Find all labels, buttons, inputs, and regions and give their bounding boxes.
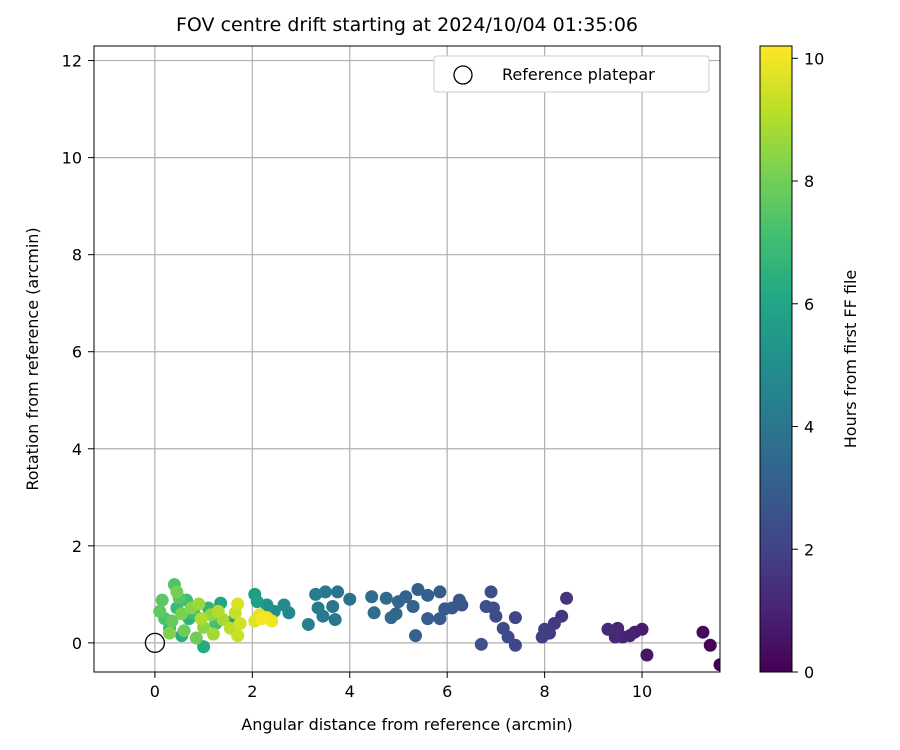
data-point — [343, 592, 357, 606]
colorbar-tick-label: 10 — [804, 49, 824, 68]
data-point — [367, 606, 381, 620]
data-point — [508, 611, 522, 625]
data-point — [250, 595, 264, 609]
data-point — [328, 613, 342, 627]
data-point — [197, 640, 211, 654]
x-tick-label: 6 — [442, 682, 452, 701]
data-point — [318, 585, 332, 599]
data-point — [391, 595, 405, 609]
plot-frame — [93, 45, 721, 673]
data-point — [484, 585, 498, 599]
data-point — [535, 630, 549, 644]
data-point — [194, 612, 208, 626]
data-point — [421, 612, 435, 626]
data-point — [479, 599, 493, 613]
data-point — [177, 624, 191, 638]
data-point — [175, 607, 189, 621]
x-axis-ticks: 0 2 4 6 8 10 — [150, 672, 652, 701]
data-point — [265, 614, 279, 628]
data-point — [331, 585, 345, 599]
data-point — [560, 591, 574, 605]
data-point — [206, 627, 220, 641]
data-point — [384, 611, 398, 625]
y-tick-label: 10 — [62, 149, 82, 168]
data-point — [301, 617, 315, 631]
x-tick-label: 0 — [150, 682, 160, 701]
y-tick-label: 12 — [62, 52, 82, 71]
data-point — [309, 587, 323, 601]
legend-marker-reference — [453, 65, 473, 85]
y-tick-label: 0 — [72, 634, 82, 653]
x-axis-label: Angular distance from reference (arcmin) — [241, 715, 572, 734]
data-point — [496, 621, 510, 635]
data-point — [411, 583, 425, 597]
data-point — [474, 637, 488, 651]
legend-frame — [433, 55, 710, 93]
data-point — [153, 604, 167, 618]
colorbar-tick-label: 2 — [804, 540, 814, 559]
data-point — [713, 658, 720, 672]
data-point — [211, 604, 225, 618]
data-point — [192, 597, 206, 611]
data-point — [409, 629, 423, 643]
data-point — [365, 590, 379, 604]
colorbar-tick-label: 4 — [804, 418, 814, 437]
x-tick-label: 2 — [247, 682, 257, 701]
data-point — [311, 601, 325, 615]
data-point — [170, 585, 184, 599]
colorbar-tick-label: 8 — [804, 172, 814, 191]
y-tick-label: 4 — [72, 440, 82, 459]
y-tick-label: 8 — [72, 246, 82, 265]
data-point — [640, 648, 654, 662]
data-point — [155, 593, 169, 607]
data-point — [233, 616, 247, 630]
data-point — [163, 626, 177, 640]
data-point — [421, 588, 435, 602]
data-point — [379, 591, 393, 605]
data-point — [326, 599, 340, 613]
data-point — [547, 616, 561, 630]
colorbar-tick-label: 0 — [804, 663, 814, 682]
colorbar-ticks: 0 2 4 6 8 10 — [792, 49, 824, 682]
colorbar-tick-label: 6 — [804, 295, 814, 314]
legend-label-reference: Reference platepar — [502, 65, 655, 84]
data-point — [433, 585, 447, 599]
x-tick-label: 10 — [632, 682, 652, 701]
data-point — [703, 638, 717, 652]
data-point — [231, 597, 245, 611]
reference-layer — [144, 632, 166, 654]
data-point — [433, 612, 447, 626]
reference-platepar-marker — [144, 632, 166, 654]
data-point — [231, 629, 245, 643]
x-tick-label: 8 — [540, 682, 550, 701]
y-axis-ticks: 0 2 4 6 8 10 12 — [62, 52, 94, 653]
y-tick-label: 6 — [72, 343, 82, 362]
colorbar — [759, 45, 793, 673]
data-point — [601, 622, 615, 636]
data-point — [277, 598, 291, 612]
legend: Reference platepar — [433, 55, 710, 93]
data-point — [438, 602, 452, 616]
chart-title: FOV centre drift starting at 2024/10/04 … — [176, 14, 638, 36]
data-point — [189, 631, 203, 645]
data-point — [255, 612, 269, 626]
x-tick-label: 4 — [345, 682, 355, 701]
data-point — [696, 625, 710, 639]
y-tick-label: 2 — [72, 537, 82, 556]
colorbar-label: Hours from first FF file — [841, 270, 860, 449]
plot-background — [94, 46, 720, 672]
data-point — [165, 614, 179, 628]
data-point — [406, 599, 420, 613]
data-points — [153, 578, 720, 672]
y-axis-label: Rotation from reference (arcmin) — [23, 227, 42, 490]
